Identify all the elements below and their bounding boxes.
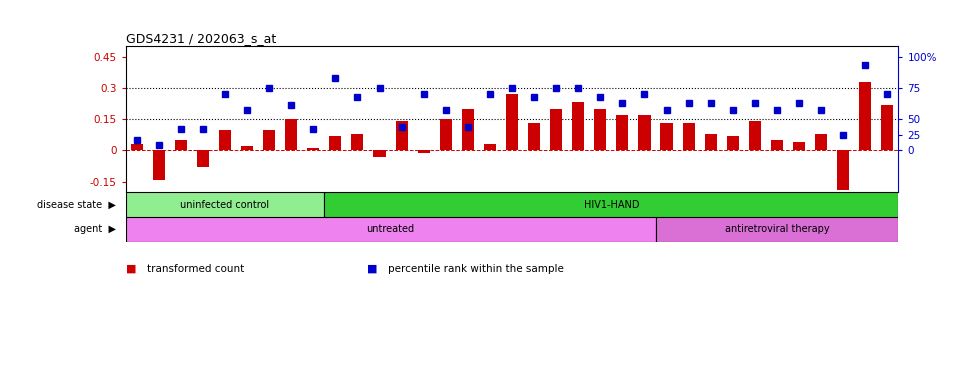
Text: disease state  ▶: disease state ▶ xyxy=(37,200,116,210)
Bar xyxy=(881,104,894,151)
Bar xyxy=(130,144,143,151)
Bar xyxy=(683,123,695,151)
Text: ■: ■ xyxy=(367,264,378,274)
Text: transformed count: transformed count xyxy=(147,264,244,274)
Bar xyxy=(704,134,717,151)
Bar xyxy=(329,136,341,151)
Bar xyxy=(528,123,540,151)
Bar xyxy=(126,217,656,242)
Bar xyxy=(726,136,739,151)
Bar xyxy=(661,123,672,151)
Bar xyxy=(352,134,363,151)
Bar xyxy=(506,94,518,151)
Bar xyxy=(771,140,783,151)
Bar xyxy=(572,103,584,151)
Bar xyxy=(440,119,452,151)
Bar xyxy=(550,109,562,151)
Bar xyxy=(197,151,209,167)
Bar xyxy=(263,129,275,151)
Bar xyxy=(462,109,474,151)
Bar xyxy=(417,151,430,152)
Text: ■: ■ xyxy=(126,264,136,274)
Bar xyxy=(395,121,408,151)
Text: percentile rank within the sample: percentile rank within the sample xyxy=(388,264,564,274)
Bar xyxy=(175,140,186,151)
Bar xyxy=(285,119,298,151)
Text: uninfected control: uninfected control xyxy=(181,200,270,210)
Text: GDS4231 / 202063_s_at: GDS4231 / 202063_s_at xyxy=(126,32,276,45)
Bar xyxy=(126,192,325,217)
Bar xyxy=(616,115,629,151)
Bar xyxy=(219,129,231,151)
Bar xyxy=(307,148,320,151)
Bar xyxy=(656,217,898,242)
Bar xyxy=(859,81,871,151)
Bar xyxy=(594,109,607,151)
Bar xyxy=(241,146,253,151)
Bar xyxy=(484,144,496,151)
Bar xyxy=(325,192,898,217)
Text: untreated: untreated xyxy=(366,225,414,235)
Text: HIV1-HAND: HIV1-HAND xyxy=(583,200,639,210)
Bar xyxy=(793,142,805,151)
Bar xyxy=(749,121,761,151)
Bar xyxy=(838,151,849,190)
Bar xyxy=(153,151,165,180)
Text: agent  ▶: agent ▶ xyxy=(74,225,116,235)
Bar xyxy=(639,115,650,151)
Bar xyxy=(815,134,827,151)
Bar xyxy=(374,151,385,157)
Text: antiretroviral therapy: antiretroviral therapy xyxy=(724,225,829,235)
